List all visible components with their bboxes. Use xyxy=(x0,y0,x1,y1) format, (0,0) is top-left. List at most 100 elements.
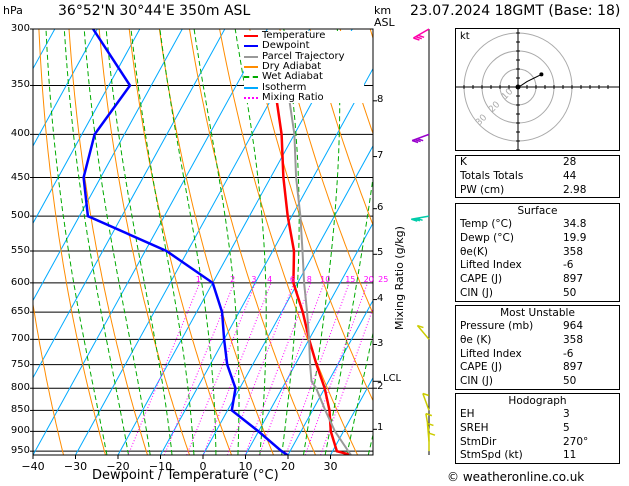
table-row-value: 270° xyxy=(563,435,589,448)
dry-adiabat xyxy=(189,29,316,455)
pressure-tick-label: 450 xyxy=(10,171,30,183)
dry-adiabat xyxy=(98,29,190,455)
wind-barb-feather xyxy=(425,412,433,417)
mixing-ratio-line xyxy=(304,282,369,455)
wet-adiabat xyxy=(159,29,217,455)
wind-barb xyxy=(416,325,430,340)
table-row-value: 11 xyxy=(563,449,577,462)
altitude-tick-label: 1 xyxy=(377,422,384,434)
wind-barb-feather xyxy=(422,392,430,397)
series-parcel-trajectory xyxy=(281,63,352,455)
table-row-value: 358 xyxy=(563,245,584,258)
wet-adiabat xyxy=(130,29,195,455)
table-row-value: 358 xyxy=(563,333,584,346)
wet-adiabat xyxy=(234,29,267,455)
mixing-ratio-line xyxy=(285,282,350,455)
hodograph-trace xyxy=(517,73,542,88)
table-row: Pressure (mb) 964 xyxy=(456,320,619,334)
temperature-tick-label: −30 xyxy=(63,460,88,473)
dry-adiabat xyxy=(279,29,373,315)
table-row: Dewp (°C) 19.9 xyxy=(456,232,619,246)
wind-barb-feather xyxy=(415,35,422,40)
table-row-value: 897 xyxy=(563,361,584,374)
legend-label: Mixing Ratio xyxy=(262,91,324,103)
table-row-label: Totals Totals xyxy=(460,169,524,182)
mixing-ratio-label: 4 xyxy=(267,275,273,284)
legend-label: Temperature xyxy=(262,30,326,42)
legend-swatch xyxy=(244,35,258,38)
table-row-label: CAPE (J) xyxy=(460,361,503,374)
legend-label: Dewpoint xyxy=(262,40,310,52)
table-row: StmDir 270° xyxy=(456,436,619,450)
legend-item: Parcel Trajectory xyxy=(244,51,364,62)
table-row-value: 50 xyxy=(563,286,577,299)
table-row: SREH 5 xyxy=(456,422,619,436)
table-row-label: CAPE (J) xyxy=(460,273,503,286)
table-row-value: 34.8 xyxy=(563,218,587,230)
table-row-value: 897 xyxy=(563,273,584,286)
pressure-tick-label: 950 xyxy=(10,445,30,457)
hodograph-box: kt 10 20 30 xyxy=(455,28,620,151)
wind-barb-feather xyxy=(414,138,421,143)
legend-label: Isotherm xyxy=(262,81,307,93)
dry-adiabat xyxy=(128,29,232,455)
table-row-value: 19.9 xyxy=(563,231,587,244)
wet-adiabat xyxy=(45,29,108,455)
altitude-tick-label: 3 xyxy=(377,337,384,349)
isotherm-line xyxy=(33,29,268,455)
asl-label: ASL xyxy=(374,16,395,29)
table-row: CIN (J) 50 xyxy=(456,375,619,389)
legend-swatch xyxy=(244,55,258,58)
location-title: 36°52'N 30°44'E 350m ASL xyxy=(58,3,251,19)
table-row: Totals Totals 44 xyxy=(456,170,619,184)
legend-item: Wet Adiabat xyxy=(244,72,364,82)
mixing-ratio-label: 1 xyxy=(195,275,201,284)
legend-swatch xyxy=(244,45,258,48)
wet-adiabat xyxy=(281,29,300,455)
table-row-value: 2.98 xyxy=(563,183,587,196)
table-row-label: Temp (°C) xyxy=(460,218,513,230)
legend-item: Isotherm xyxy=(244,82,364,92)
pressure-tick-label: 550 xyxy=(10,244,30,256)
table-row: CAPE (J) 897 xyxy=(456,361,619,375)
surface-title: Surface xyxy=(517,205,558,217)
table-row-value: -6 xyxy=(563,347,574,360)
dry-adiabat xyxy=(38,29,106,455)
hodograph-origin xyxy=(515,84,521,90)
copyright[interactable]: © weatheronline.co.uk xyxy=(447,470,585,484)
mixing-ratio-line xyxy=(202,282,272,455)
table-row-label: Lifted Index xyxy=(460,259,522,272)
pressure-tick-label: 900 xyxy=(10,425,30,437)
mixing-ratio-line xyxy=(127,282,201,455)
pressure-tick-label: 800 xyxy=(10,382,30,394)
legend-item: Temperature xyxy=(244,31,364,41)
altitude-tick-label: 5 xyxy=(377,247,384,259)
temperature-tick-label: 10 xyxy=(238,460,253,473)
mixing-ratio-label: 2 xyxy=(230,275,236,284)
pressure-tick-label: 600 xyxy=(10,276,30,288)
mixing-ratio-label: 15 xyxy=(345,275,356,284)
table-row-label: K xyxy=(460,156,467,168)
table-row-label: θe(K) xyxy=(460,245,488,258)
table-row: θe (K) 358 xyxy=(456,334,619,348)
wind-barb-feather xyxy=(411,218,418,222)
table-row-label: Lifted Index xyxy=(460,347,522,360)
table-row-label: StmSpd (kt) xyxy=(460,449,523,462)
table-row-label: Dewp (°C) xyxy=(460,231,514,244)
mixing-ratio-label: 20 xyxy=(363,275,374,284)
mixing-ratio-label: 6 xyxy=(289,275,296,284)
table-row-label: Pressure (mb) xyxy=(460,320,534,332)
wet-adiabat xyxy=(193,29,240,455)
isotherm-line xyxy=(33,29,141,225)
wind-barb-feather xyxy=(413,37,420,41)
mixing-ratio-line xyxy=(163,282,235,455)
isotherm-line xyxy=(245,222,373,455)
mixing-ratio-label: 25 xyxy=(378,275,389,284)
table-row-value: 44 xyxy=(563,169,577,182)
table-row: Lifted Index -6 xyxy=(456,259,619,273)
most-unstable-title: Most Unstable xyxy=(500,307,575,319)
table-row-label: EH xyxy=(460,408,475,420)
mixing-ratio-line xyxy=(244,282,312,455)
